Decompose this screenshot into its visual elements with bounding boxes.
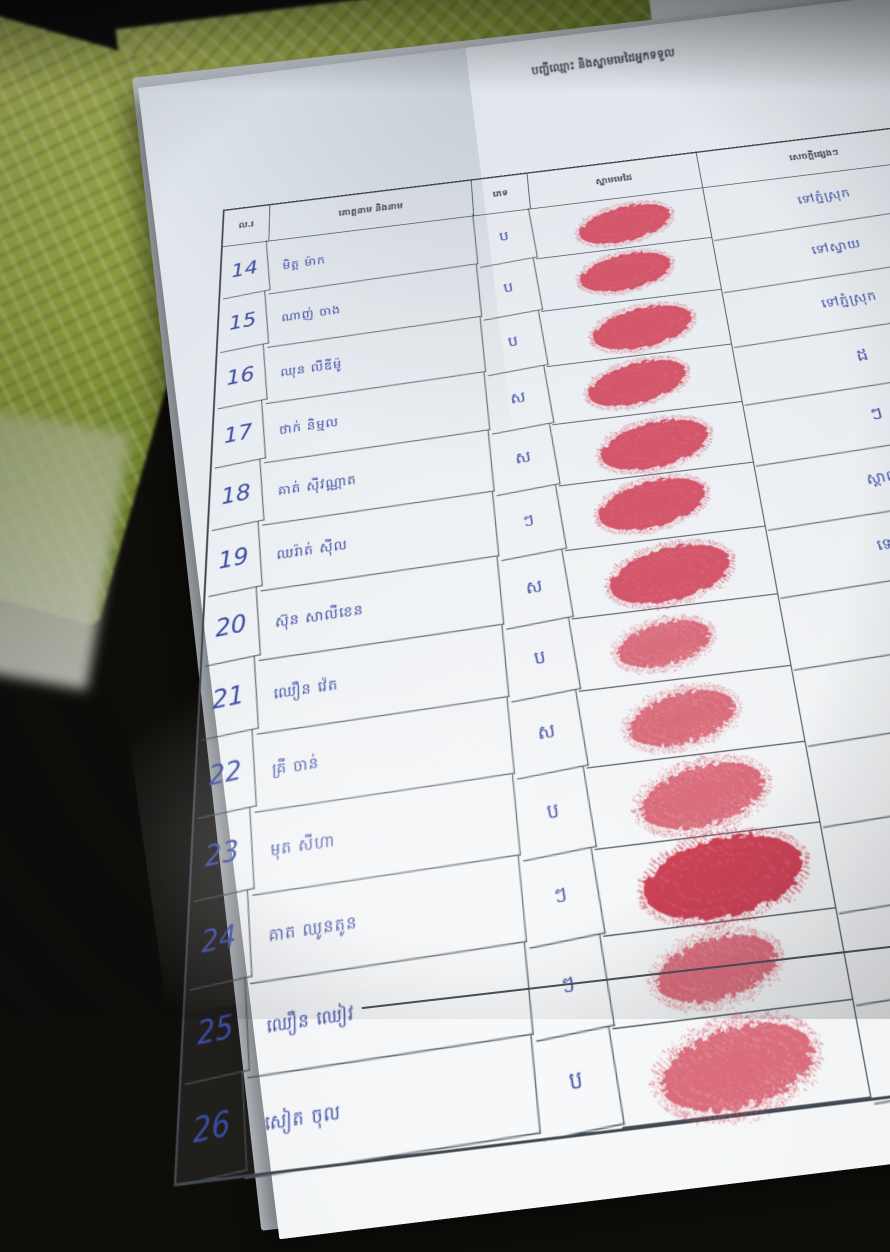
row-number: 24 [186, 889, 253, 991]
row-number: 22 [195, 729, 257, 819]
sex-cell: ៗ [517, 847, 606, 949]
row-number: 26 [177, 1071, 248, 1187]
row-number: 25 [182, 977, 250, 1086]
sex-cell: ស [506, 689, 589, 780]
document-paper: បញ្ជីឈ្មោះ និងស្នាមមេដៃអ្នកទទួល ល.រ គោត្… [138, 0, 890, 1240]
sex-cell: ប [501, 617, 582, 703]
sex-cell: ប [530, 1026, 625, 1142]
row-number: 17 [212, 400, 267, 469]
row-number: 23 [191, 807, 255, 903]
sex-cell: ប [511, 766, 598, 862]
row-number: 21 [198, 656, 259, 741]
attendance-table: ល.រ គោត្តនាម និងនាម ភេទ ស្នាមមេដៃ សេចក្ដ… [173, 123, 890, 1187]
row-number: 18 [208, 459, 265, 532]
row-number: 19 [205, 521, 263, 598]
row-number: 20 [202, 586, 261, 667]
